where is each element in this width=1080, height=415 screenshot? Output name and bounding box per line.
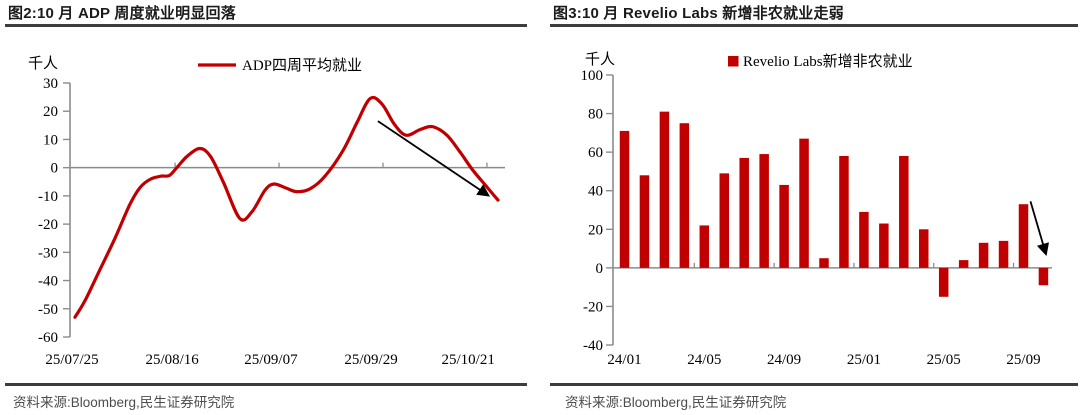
figure3-title-text: 图3:10 月 Revelio Labs 新增非农就业走弱 — [553, 4, 844, 22]
figure3-panel: 图3:10 月 Revelio Labs 新增非农就业走弱 千人 Revelio … — [540, 0, 1080, 415]
x-axis-tick-label: 25/09 — [1006, 352, 1040, 368]
legend-label: Revelio Labs新增非农就业 — [743, 53, 913, 70]
y-axis-tick-label: -60 — [38, 330, 58, 346]
bars — [619, 111, 1049, 297]
y-axis-tick-label: 100 — [581, 68, 604, 84]
figure3-title: 图3:10 月 Revelio Labs 新增非农就业走弱 — [550, 0, 1078, 27]
bar-25/10 — [1038, 267, 1049, 286]
revelio-labs-payrolls-bar-chart: 千人 Revelio Labs新增非农就业100806040200-20-4024… — [581, 51, 1052, 368]
figure2-bottom-rule — [5, 383, 527, 386]
y-axis-tick-label: 80 — [588, 107, 603, 123]
bar-25/07 — [978, 242, 989, 268]
bar-24/03 — [659, 111, 670, 268]
y-axis-tick-label: 20 — [588, 222, 603, 238]
x-axis-tick-label: 24/01 — [607, 352, 641, 368]
y-axis-tick-label: 60 — [588, 145, 603, 161]
x-axis-tick-label: 25/09/29 — [344, 352, 397, 368]
x-axis-tick-label: 25/01 — [847, 352, 881, 368]
bar-25/03 — [899, 156, 909, 268]
legend-label: ADP四周平均就业 — [242, 57, 362, 74]
downtrend-arrow — [1029, 201, 1050, 257]
y-axis-tick-label: 0 — [596, 261, 604, 277]
x-axis-tick-label: 25/10/21 — [442, 352, 495, 368]
y-axis: 100 80 60 40 20 0 -20 -40 — [581, 68, 614, 354]
bar-24/08 — [759, 154, 769, 268]
x-axis-tick-label: 25/08/16 — [145, 352, 199, 368]
y-axis-tick-label: -10 — [38, 189, 58, 205]
x-axis-tick-label: 25/05 — [927, 352, 961, 368]
figure3-source: 资料来源:Bloomberg,民生证券研究院 — [565, 395, 787, 410]
y-axis-tick-label: 10 — [43, 132, 58, 148]
y-axis-tick-label: -40 — [38, 274, 58, 290]
bar-24/12 — [839, 156, 849, 268]
x-axis-tick-label: 25/09/07 — [244, 352, 298, 368]
bar-25/09 — [1018, 204, 1029, 268]
bar-24/10 — [799, 138, 809, 268]
y-axis-tick-label: -20 — [583, 299, 603, 315]
figure2-panel: 图2:10 月 ADP 周度就业明显回落 千人 ADP四周平均就业 30 20 10 0 -… — [5, 0, 527, 410]
legend: ADP四周平均就业 — [198, 57, 362, 74]
bar-25/04 — [919, 229, 929, 268]
figure2-title-text: 图2:10 月 ADP 周度就业明显回落 — [8, 4, 236, 22]
adp-weekly-employment-line-chart: 千人 ADP四周平均就业3020100-10-20-30-40-50-6025/0… — [28, 55, 505, 368]
bar-25/06 — [958, 260, 969, 268]
bar-25/05 — [938, 267, 949, 297]
figure2-source: 资料来源:Bloomberg,民生证券研究院 — [13, 395, 235, 410]
bar-25/01 — [859, 211, 869, 268]
y-axis-tick-label: -30 — [38, 245, 58, 261]
legend-square-swatch — [728, 56, 739, 67]
bar-24/01 — [619, 130, 630, 268]
y-axis-unit-label: 千人 — [585, 51, 615, 68]
adp-average-employment-line — [73, 95, 500, 319]
x-axis-tick-label: 25/07/25 — [45, 352, 98, 368]
downtrend-arrow — [377, 120, 491, 197]
legend: Revelio Labs新增非农就业 — [728, 53, 913, 70]
bar-24/05 — [699, 225, 710, 268]
bar-24/02 — [639, 175, 650, 268]
y-axis-tick-label: -50 — [38, 302, 58, 318]
y-axis-tick-label: 30 — [43, 76, 58, 92]
y-axis-tick-label: 40 — [588, 184, 603, 200]
figure3-bottom-rule — [550, 383, 1078, 386]
bar-25/08 — [998, 240, 1009, 268]
bar-24/04 — [679, 123, 690, 268]
y-axis-tick-label: -40 — [583, 338, 603, 354]
y-axis-unit-label: 千人 — [28, 55, 58, 72]
y-axis-tick-label: 0 — [51, 161, 59, 177]
bar-24/07 — [739, 157, 749, 268]
y-axis-tick-label: 20 — [43, 104, 58, 120]
x-axis: 25/07/25 25/08/16 25/09/07 25/09/29 25/10/21 — [45, 162, 505, 368]
y-axis-tick-label: -20 — [38, 217, 58, 233]
figure2-title: 图2:10 月 ADP 周度就业明显回落 — [5, 0, 527, 27]
x-axis: 24/01 24/05 24/09 25/01 25/05 25/09 — [607, 262, 1052, 368]
bar-24/06 — [719, 173, 729, 268]
y-axis: 30 20 10 0 -10 -20 -30 -40 -50 -60 — [38, 76, 71, 346]
x-axis-tick-label: 24/05 — [687, 352, 721, 368]
bar-24/11 — [819, 258, 829, 268]
x-axis-tick-label: 24/09 — [767, 352, 801, 368]
bar-25/02 — [879, 223, 889, 268]
bar-24/09 — [779, 184, 789, 268]
